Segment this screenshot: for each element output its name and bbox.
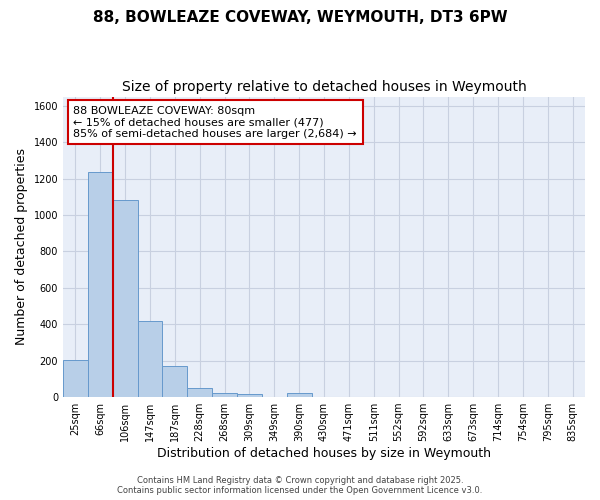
Bar [287, 394, 311, 397]
Text: Contains HM Land Registry data © Crown copyright and database right 2025.
Contai: Contains HM Land Registry data © Crown c… [118, 476, 482, 495]
Bar [88, 172, 113, 397]
Y-axis label: Number of detached properties: Number of detached properties [15, 148, 28, 346]
Bar [212, 392, 237, 397]
Text: 88 BOWLEAZE COVEWAY: 80sqm
← 15% of detached houses are smaller (477)
85% of sem: 88 BOWLEAZE COVEWAY: 80sqm ← 15% of deta… [73, 106, 357, 139]
Bar [137, 322, 163, 397]
Bar [163, 366, 187, 397]
Bar [237, 394, 262, 397]
X-axis label: Distribution of detached houses by size in Weymouth: Distribution of detached houses by size … [157, 447, 491, 460]
Bar [113, 200, 137, 397]
Bar [63, 360, 88, 397]
Title: Size of property relative to detached houses in Weymouth: Size of property relative to detached ho… [122, 80, 526, 94]
Text: 88, BOWLEAZE COVEWAY, WEYMOUTH, DT3 6PW: 88, BOWLEAZE COVEWAY, WEYMOUTH, DT3 6PW [92, 10, 508, 25]
Bar [187, 388, 212, 397]
